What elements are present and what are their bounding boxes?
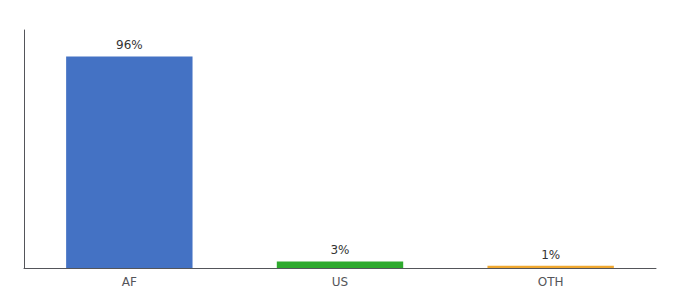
svg-text:US: US (332, 275, 348, 289)
svg-text:OTH: OTH (538, 275, 564, 289)
svg-text:1%: 1% (541, 248, 560, 262)
svg-text:AF: AF (122, 275, 137, 289)
svg-text:96%: 96% (116, 38, 143, 52)
svg-text:3%: 3% (330, 243, 349, 257)
